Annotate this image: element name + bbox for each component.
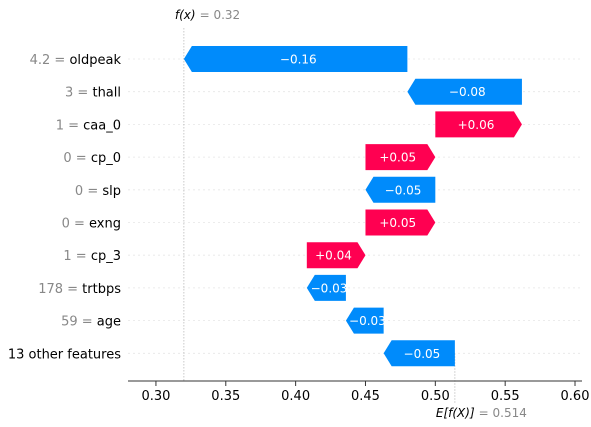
bar-value-label: −0.08 [449,85,486,99]
bar-value-label: −0.16 [280,53,317,67]
contribution-bars: −0.16 −0.08 +0.06 +0.05 −0.05 +0.05 +0.04 −0.03… [183,46,522,367]
feature-name: age [97,315,121,330]
output-value-symbol: f(x) [175,8,196,22]
bar-slp [365,176,436,203]
bar-value-label: −0.03 [349,314,386,328]
base-value-annotation: E[f(X)] = 0.514 [436,406,527,420]
x-tick-label: 0.40 [281,389,310,404]
bar-13-other-features [383,340,455,367]
x-tick-label: 0.50 [421,389,450,404]
feature-name: trtbps [82,282,121,297]
feature-value: 178 = [38,282,82,297]
x-tick-label: 0.55 [491,389,520,404]
bar-value-label: +0.06 [458,118,495,132]
output-value-text: = 0.32 [200,8,241,22]
bar-oldpeak [183,46,408,72]
feature-label: 0 = slp [75,184,121,199]
feature-value: 0 = [75,184,102,199]
feature-label: 0 = cp_0 [63,151,121,166]
x-axis: 0.30 0.35 0.40 0.45 0.50 0.55 0.60 [128,380,590,404]
feature-value: 4.2 = [30,53,70,68]
bar-value-label: −0.05 [404,347,441,361]
bar-caa_0 [435,111,522,138]
feature-name: cp_3 [91,249,121,264]
feature-label: 13 other features [8,347,121,362]
bar-trtbps [306,274,346,301]
feature-value: 59 = [61,315,97,330]
feature-value: 0 = [62,217,89,232]
bar-value-label: +0.05 [379,151,416,165]
bar-exng [365,209,436,236]
feature-label: 59 = age [61,315,121,330]
feature-name: cp_0 [91,151,121,166]
bar-thall [407,78,522,105]
x-tick-label: 0.60 [561,389,590,404]
feature-name: oldpeak [69,53,121,68]
annotations: f(x) = 0.32 E[f(X)] = 0.514 [175,8,527,420]
base-value-symbol: E[f(X)] [436,406,475,420]
feature-name: exng [89,217,121,232]
feature-value: 0 = [63,151,90,166]
feature-name: caa_0 [83,118,121,133]
feature-label: 4.2 = oldpeak [30,53,122,68]
feature-label: 3 = thall [65,86,121,101]
feature-name: 13 other features [8,347,121,362]
x-tick-label: 0.45 [351,389,380,404]
feature-value: 1 = [56,118,83,133]
feature-name: thall [92,86,121,101]
feature-value: 3 = [65,86,92,101]
feature-label: 1 = caa_0 [56,118,121,133]
bar-cp_3 [306,242,366,269]
x-tick-label: 0.35 [211,389,240,404]
bar-value-label: +0.05 [379,216,416,230]
output-value-annotation: f(x) = 0.32 [175,8,240,22]
x-tick-label: 0.30 [141,389,170,404]
feature-label: 178 = trtbps [38,282,121,297]
bar-value-label: −0.05 [385,183,422,197]
base-value-text: = 0.514 [479,406,527,420]
bar-cp_0 [365,144,436,171]
feature-label: 0 = exng [62,217,121,232]
bar-age [345,307,384,334]
feature-label: 1 = cp_3 [63,249,121,264]
bar-value-label: −0.03 [311,281,348,295]
feature-value: 1 = [63,249,90,264]
bar-value-label: +0.04 [315,249,352,263]
feature-name: slp [102,184,121,199]
reference-lines [183,28,456,403]
